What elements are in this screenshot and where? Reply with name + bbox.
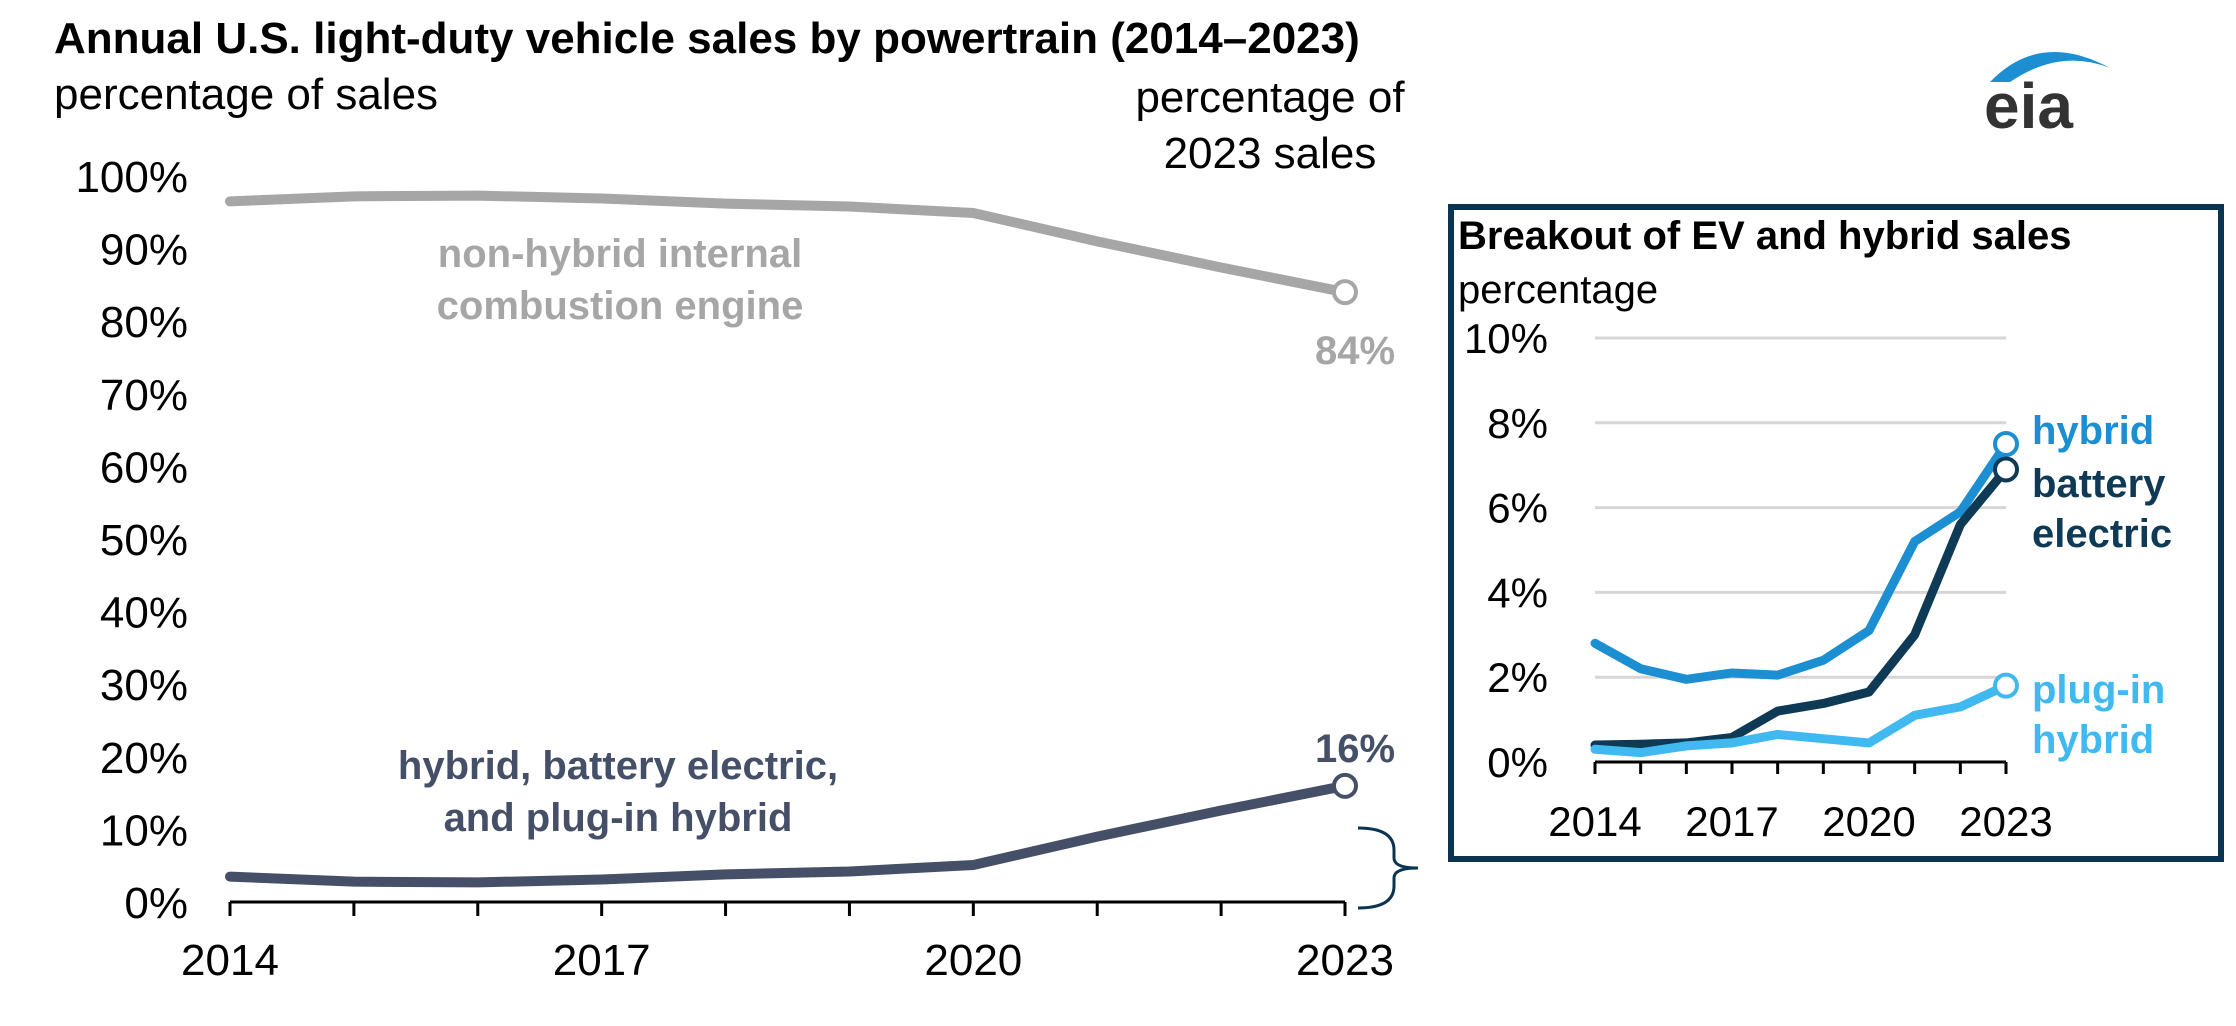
ice-series-label-line: non-hybrid internal bbox=[438, 232, 802, 276]
y-tick-label: 100% bbox=[75, 153, 188, 202]
inset-series-endpoint-plugin_hybrid bbox=[1993, 672, 2019, 699]
x-tick-label: 2017 bbox=[553, 936, 651, 985]
inset-y-tick-label: 10% bbox=[1464, 315, 1548, 362]
logo-text: eia bbox=[1984, 70, 2073, 140]
inset-x-tick-label: 2023 bbox=[1959, 798, 2052, 845]
inset-y-tick-label: 4% bbox=[1487, 569, 1548, 616]
logo-swoosh-icon bbox=[1990, 51, 2110, 82]
eia-logo: eia bbox=[1984, 51, 2110, 140]
inset-series-label-line: hybrid bbox=[2032, 718, 2154, 762]
inset-series-label-battery_electric: battery electric bbox=[2032, 462, 2172, 556]
inset-title: Breakout of EV and hybrid sales bbox=[1458, 214, 2072, 258]
ice-series-label-line: combustion engine bbox=[437, 284, 804, 328]
ice-series-label: non-hybrid internal combustion engine bbox=[437, 232, 804, 328]
y-tick-label: 0% bbox=[124, 879, 188, 928]
inset-y-tick-label: 0% bbox=[1487, 739, 1548, 786]
inset-x-tick-label: 2017 bbox=[1685, 798, 1778, 845]
inset-panel bbox=[1448, 204, 2224, 862]
y-tick-label: 80% bbox=[100, 298, 188, 347]
inset-series-label-plugin_hybrid: plug-in hybrid bbox=[2032, 668, 2165, 762]
ice-end-value-label: 84% bbox=[1315, 329, 1395, 373]
inset-y-tick-label: 2% bbox=[1487, 654, 1548, 701]
y-axis-unit-label: percentage of sales bbox=[54, 70, 439, 119]
bracket-connector bbox=[1357, 826, 1419, 910]
y-tick-label: 10% bbox=[100, 806, 188, 855]
y-tick-label: 70% bbox=[100, 371, 188, 420]
series-line-ev_total bbox=[225, 780, 1350, 888]
y-tick-label: 30% bbox=[100, 661, 188, 710]
y-tick-label: 90% bbox=[100, 226, 188, 275]
inset-series-line-hybrid bbox=[1590, 439, 2011, 684]
inset-series-label-hybrid: hybrid bbox=[2032, 409, 2154, 453]
inset-series-label-line: hybrid bbox=[2032, 409, 2154, 453]
end-value-note: percentage of 2023 sales bbox=[1135, 73, 1405, 179]
inset-series-label-line: battery bbox=[2032, 462, 2166, 506]
y-tick-label: 20% bbox=[100, 734, 188, 783]
inset-y-tick-label: 8% bbox=[1487, 400, 1548, 447]
x-tick-label: 2014 bbox=[181, 936, 279, 985]
inset-x-tick-label: 2014 bbox=[1548, 798, 1641, 845]
x-tick-label: 2020 bbox=[924, 936, 1022, 985]
inset-y-tick-label: 6% bbox=[1487, 485, 1548, 532]
ev-end-value-label: 16% bbox=[1315, 727, 1395, 771]
chart-title: Annual U.S. light-duty vehicle sales by … bbox=[54, 14, 1360, 63]
series-endpoint-ev_total bbox=[1332, 772, 1358, 799]
ev-series-label-line: and plug-in hybrid bbox=[444, 796, 793, 840]
series-endpoint-ice bbox=[1332, 279, 1358, 306]
inset-y-axis-label: percentage bbox=[1458, 268, 1659, 312]
y-tick-label: 60% bbox=[100, 443, 188, 492]
inset-series-line-plugin_hybrid bbox=[1590, 681, 2011, 758]
inset-series-label-line: electric bbox=[2032, 512, 2172, 556]
x-tick-label: 2023 bbox=[1296, 936, 1394, 985]
inset-series-line-battery_electric bbox=[1590, 464, 2011, 750]
inset-series-endpoint-battery_electric bbox=[1993, 456, 2019, 483]
y-tick-label: 50% bbox=[100, 516, 188, 565]
inset-series-label-line: plug-in bbox=[2032, 668, 2165, 712]
inset-series-endpoint-hybrid bbox=[1993, 431, 2019, 457]
ev-series-label-line: hybrid, battery electric, bbox=[398, 744, 838, 788]
y-tick-label: 40% bbox=[100, 589, 188, 638]
ev-series-label: hybrid, battery electric, and plug-in hyb… bbox=[398, 744, 838, 840]
series-line-ice bbox=[225, 190, 1350, 298]
inset-x-tick-label: 2020 bbox=[1822, 798, 1915, 845]
